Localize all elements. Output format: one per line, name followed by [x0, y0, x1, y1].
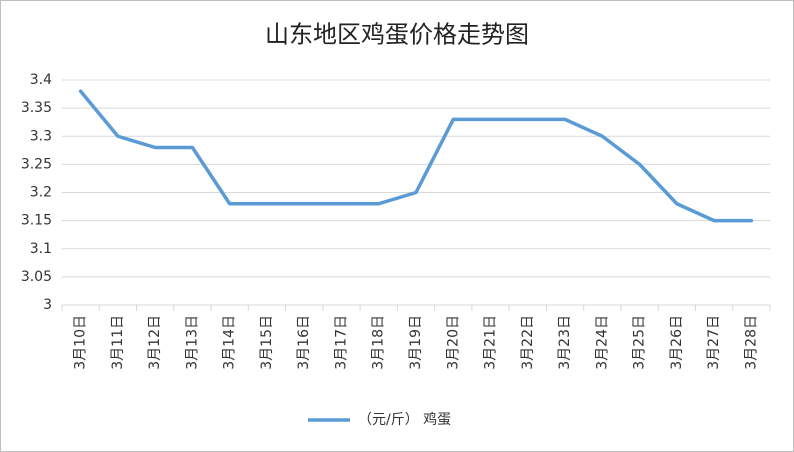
y-tick-label: 3.3 [30, 128, 52, 144]
data-line [78, 89, 754, 223]
x-tick-label: 3月14日 [222, 315, 238, 370]
x-tick-label: 3月13日 [184, 315, 200, 370]
x-tick-label: 3月15日 [259, 315, 275, 370]
legend-label: （元/斤） 鸡蛋 [358, 411, 451, 428]
x-tick-label: 3月19日 [408, 315, 424, 370]
x-tick-label: 3月11日 [110, 315, 126, 370]
x-tick-label: 3月23日 [557, 315, 573, 370]
x-tick-label: 3月22日 [520, 315, 536, 370]
x-tick-label: 3月16日 [296, 315, 312, 370]
y-tick-label: 3.1 [30, 241, 52, 257]
y-tick-label: 3.05 [21, 269, 52, 285]
x-tick-label: 3月27日 [706, 315, 722, 370]
chart-title: 山东地区鸡蛋价格走势图 [265, 21, 529, 49]
x-tick-label: 3月18日 [371, 315, 387, 370]
y-tick-label: 3.4 [30, 72, 52, 88]
x-tick-label: 3月26日 [669, 315, 685, 370]
y-tick-label: 3 [43, 297, 52, 313]
x-tick-label: 3月25日 [632, 315, 648, 370]
x-tick-label: 3月10日 [73, 315, 89, 370]
y-tick-label: 3.35 [21, 100, 52, 116]
x-tick-label: 3月24日 [594, 315, 610, 370]
y-tick-label: 3.2 [30, 185, 52, 201]
x-tick-label: 3月17日 [333, 315, 349, 370]
x-tick-label: 3月20日 [445, 315, 461, 370]
x-tick-label: 3月12日 [147, 315, 163, 370]
x-tick-label: 3月28日 [743, 315, 759, 370]
y-tick-label: 3.25 [21, 156, 52, 172]
x-tick-label: 3月21日 [483, 315, 499, 370]
y-tick-label: 3.15 [21, 213, 52, 229]
